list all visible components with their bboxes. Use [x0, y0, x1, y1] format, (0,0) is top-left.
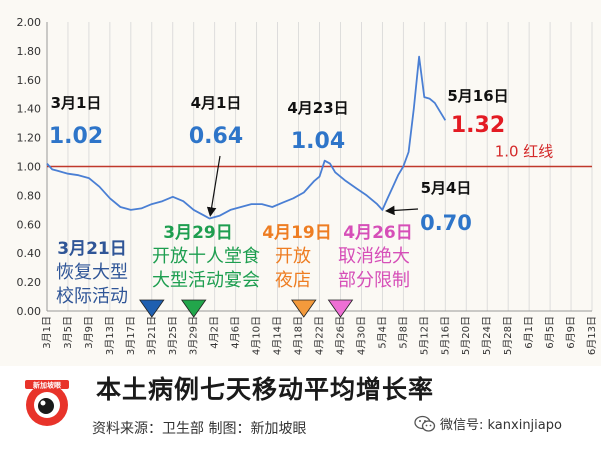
x-tick-label: 5月4日 — [376, 316, 388, 349]
x-tick-label: 4月2日 — [209, 316, 221, 349]
annotation-date: 5月4日 — [421, 179, 472, 197]
x-tick-label: 3月9日 — [83, 316, 95, 349]
growth-rate-series-line — [46, 55, 447, 220]
y-tick-label: 1.00 — [17, 161, 42, 174]
wechat-icon — [414, 415, 436, 432]
x-tick-label: 6月1日 — [523, 316, 535, 349]
x-tick-label: 4月10日 — [251, 316, 263, 355]
x-tick-label: 4月14日 — [272, 316, 284, 355]
x-tick-label: 4月30日 — [355, 316, 367, 355]
x-tick-label: 5月16日 — [439, 316, 451, 355]
event-text: 取消绝大 — [338, 246, 410, 267]
x-tick-label: 6月9日 — [565, 316, 577, 349]
x-tick-label: 3月13日 — [104, 316, 116, 355]
event-text: 大型活动宴会 — [152, 269, 260, 291]
x-tick-label: 3月29日 — [188, 316, 200, 355]
event-date: 4月26日 — [343, 223, 413, 243]
arrow-0401 — [206, 155, 221, 217]
event-text: 恢复大型 — [56, 262, 128, 283]
event-marker-triangle — [327, 299, 354, 318]
xinjiapo-eye-logo-icon: 新加坡眼 — [25, 380, 69, 426]
x-tick-label: 5月24日 — [481, 316, 493, 355]
wechat-id: 微信号: kanxinjiapo — [414, 414, 562, 433]
x-tick-label: 5月28日 — [502, 316, 514, 355]
source-credit: 资料来源：卫生部 制图：新加坡眼 — [92, 421, 307, 437]
event-date: 3月29日 — [163, 223, 233, 243]
annotation-value: 1.32 — [451, 113, 505, 138]
x-tick-label: 3月5日 — [62, 316, 74, 349]
x-tick-label: 3月21日 — [146, 316, 158, 355]
annotation-value: 0.64 — [189, 124, 243, 149]
event-text: 开放 — [275, 246, 311, 267]
annotation-value: 1.04 — [291, 129, 345, 154]
event-text: 校际活动 — [56, 286, 128, 307]
y-tick-label: 1.20 — [17, 132, 42, 145]
growth-rate-line-chart: 0.00 0.20 0.40 0.60 0.80 1.00 1.20 1.40 1.60 1.80… — [17, 16, 599, 355]
reference-line-label: 1.0 红线 — [495, 143, 554, 161]
x-tick-label: 3月25日 — [167, 316, 179, 355]
event-marker-triangle — [180, 299, 207, 318]
annotation-date: 4月23日 — [287, 99, 348, 117]
y-tick-label: 0.20 — [17, 276, 42, 289]
x-tick-label: 5月20日 — [460, 316, 472, 355]
annotation-value: 1.02 — [49, 124, 103, 149]
y-tick-label: 1.80 — [17, 45, 42, 58]
x-tick-label: 4月6日 — [230, 316, 242, 349]
y-tick-label: 1.40 — [17, 103, 42, 116]
event-text: 部分限制 — [338, 270, 410, 291]
x-tick-label: 4月26日 — [334, 316, 346, 355]
logo-text: 新加坡眼 — [33, 381, 61, 390]
wechat-id-text: 微信号: kanxinjiapo — [440, 418, 562, 433]
annotation-value: 0.70 — [420, 211, 472, 235]
annotation-date: 5月16日 — [447, 87, 508, 105]
x-tick-label: 3月1日 — [41, 316, 53, 349]
y-tick-label: 0.40 — [17, 247, 42, 260]
footer-title: 本土病例七天移动平均增长率 — [96, 375, 435, 404]
x-tick-label: 6月5日 — [544, 316, 556, 349]
arrow-0504 — [384, 205, 419, 216]
event-marker-triangle — [139, 299, 165, 318]
event-text: 开放十人堂食 — [152, 246, 260, 267]
annotation-date: 3月1日 — [51, 94, 102, 112]
event-date: 3月21日 — [57, 239, 127, 259]
event-text: 夜店 — [275, 270, 311, 291]
y-tick-label: 0.60 — [17, 218, 42, 231]
y-tick-label: 0.80 — [17, 189, 42, 202]
y-tick-label: 0.00 — [17, 305, 42, 318]
x-tick-label: 3月17日 — [125, 316, 137, 355]
x-tick-label: 5月12日 — [418, 316, 430, 355]
x-tick-label: 4月18日 — [293, 316, 305, 355]
footer — [0, 366, 601, 452]
x-tick-label: 6月13日 — [586, 316, 598, 355]
y-tick-label: 1.60 — [17, 74, 42, 87]
event-date: 4月19日 — [262, 223, 332, 243]
x-tick-label: 5月8日 — [397, 316, 409, 349]
event-marker-triangle — [291, 299, 317, 318]
y-tick-label: 2.00 — [17, 16, 42, 29]
annotation-date: 4月1日 — [191, 94, 242, 112]
x-tick-label: 4月22日 — [314, 316, 326, 355]
